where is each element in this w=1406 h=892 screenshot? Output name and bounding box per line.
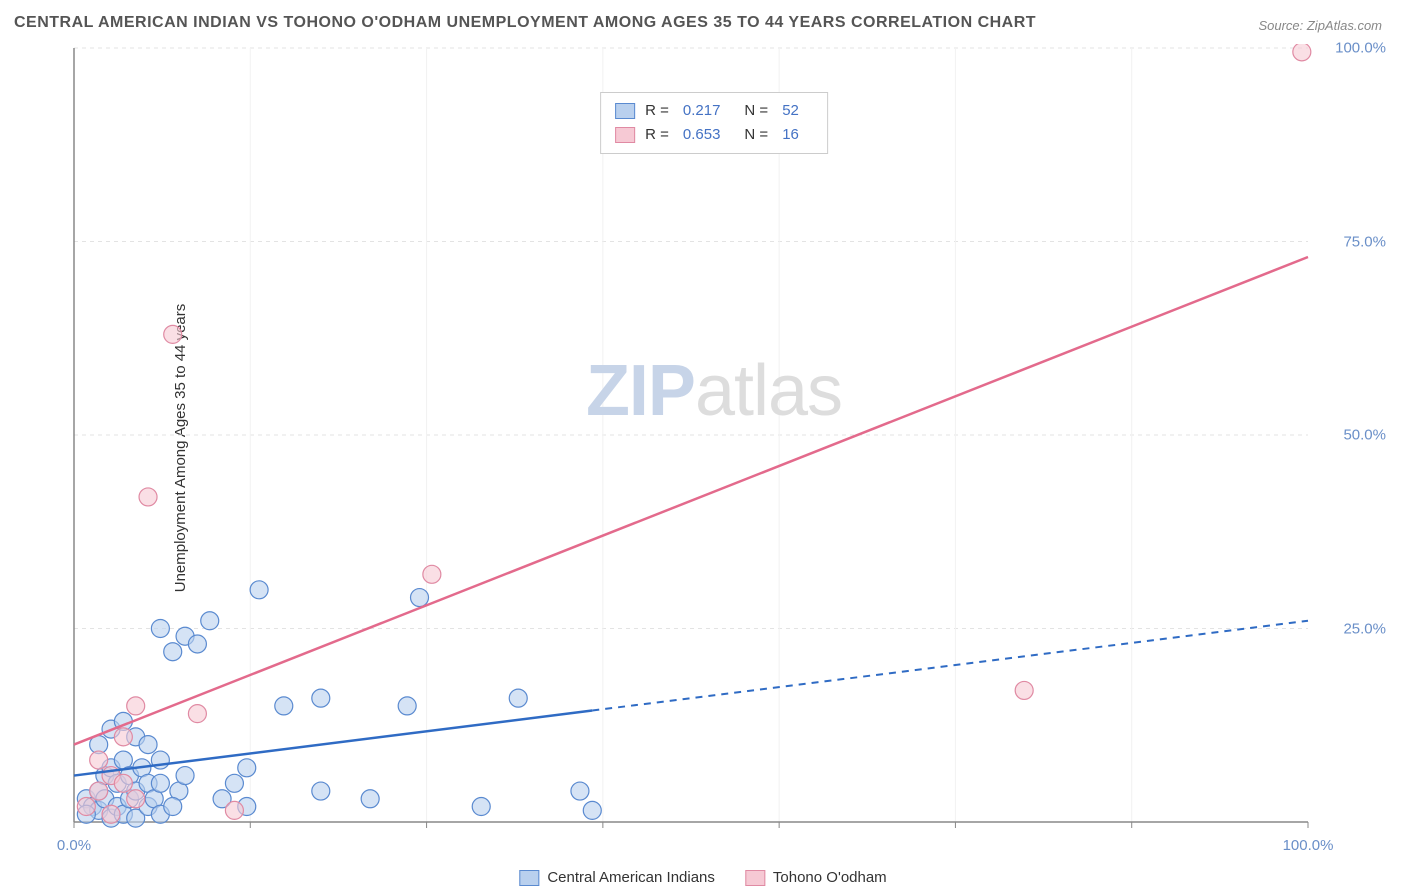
legend-r-label: R = <box>645 123 669 147</box>
legend-r-label: R = <box>645 99 669 123</box>
legend-series: Central American Indians Tohono O'odham <box>519 869 886 886</box>
legend-n-label: N = <box>744 123 768 147</box>
legend-n-label: N = <box>744 99 768 123</box>
y-tick-label: 25.0% <box>1343 620 1386 637</box>
y-tick-label: 100.0% <box>1335 40 1386 57</box>
x-tick-label: 0.0% <box>57 837 91 854</box>
legend-n-value: 16 <box>782 123 799 147</box>
legend-correlation-row: R = 0.217 N = 52 <box>615 99 813 123</box>
legend-r-value: 0.217 <box>683 99 721 123</box>
legend-series-item: Central American Indians <box>519 869 715 886</box>
y-tick-label: 75.0% <box>1343 233 1386 250</box>
legend-series-label: Tohono O'odham <box>773 869 887 886</box>
legend-swatch <box>615 103 635 119</box>
chart-title: CENTRAL AMERICAN INDIAN VS TOHONO O'ODHA… <box>14 14 1036 32</box>
chart-container: Unemployment Among Ages 35 to 44 years Z… <box>40 44 1388 852</box>
legend-series-item: Tohono O'odham <box>745 869 887 886</box>
legend-correlation: R = 0.217 N = 52 R = 0.653 N = 16 <box>600 92 828 154</box>
y-tick-label: 50.0% <box>1343 427 1386 444</box>
legend-series-label: Central American Indians <box>547 869 715 886</box>
legend-correlation-row: R = 0.653 N = 16 <box>615 123 813 147</box>
legend-swatch <box>519 870 539 886</box>
scatter-plot <box>70 44 1388 852</box>
legend-r-value: 0.653 <box>683 123 721 147</box>
legend-swatch <box>745 870 765 886</box>
legend-n-value: 52 <box>782 99 799 123</box>
chart-source: Source: ZipAtlas.com <box>1258 18 1382 33</box>
legend-swatch <box>615 127 635 143</box>
x-tick-label: 100.0% <box>1283 837 1334 854</box>
